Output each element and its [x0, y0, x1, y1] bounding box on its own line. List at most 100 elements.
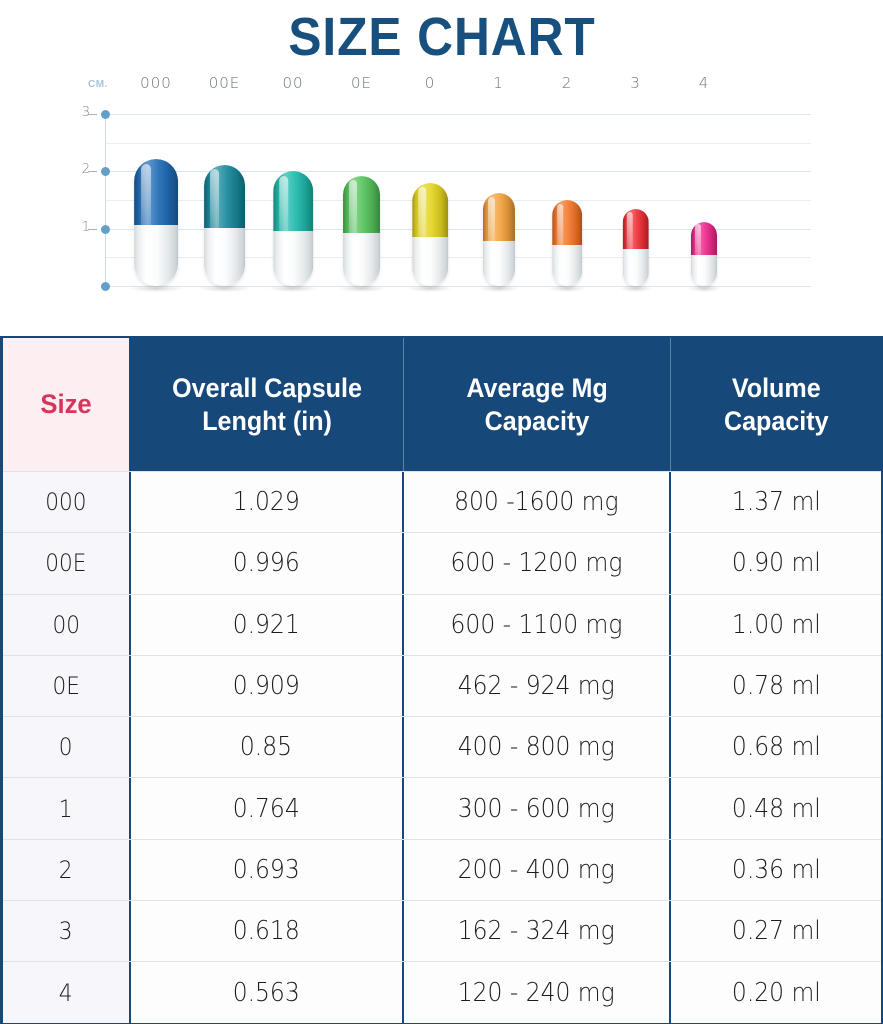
cell-volume-capacity-value: 1.37 ml: [731, 487, 821, 518]
gridline-2cm: [105, 171, 811, 173]
diagram-size-label-0E: 0E: [350, 74, 373, 92]
cell-mg-capacity-value: 600 - 1100 mg: [450, 609, 623, 640]
cell-length: 0.764: [130, 778, 404, 839]
cell-mg-capacity-value: 200 - 400 mg: [457, 854, 615, 885]
diagram-plot-area: 1 2 3: [0, 100, 883, 332]
cell-length-value: 0.996: [232, 548, 300, 579]
cell-size: 0: [3, 717, 131, 778]
axis-tick-label-1: 1: [81, 219, 90, 235]
axis-vertical-line: [105, 114, 106, 286]
axis-dot-0cm: [101, 282, 110, 291]
cell-mg-capacity: 200 - 400 mg: [403, 839, 672, 901]
column-header-volume-capacity: Volume Capacity: [671, 338, 881, 471]
cell-mg-capacity: 120 - 240 mg: [403, 962, 672, 1023]
capsule-cap-green: [342, 175, 381, 234]
cell-mg-capacity-value: 462 - 924 mg: [457, 671, 615, 702]
cell-length: 0.618: [130, 901, 404, 962]
cm-unit-label: CM.: [88, 79, 108, 90]
capsule-body-4: [691, 255, 717, 286]
cell-volume-capacity: 0.36 ml: [671, 839, 881, 901]
cell-volume-capacity-value: 0.90 ml: [731, 548, 821, 579]
cell-length-value: 1.029: [232, 487, 300, 518]
diagram-size-label-row: CM. 000 00E 00 0E 0 1 2 3 4: [0, 74, 883, 100]
cell-length-value: 0.909: [232, 671, 300, 702]
diagram-size-label-0: 0: [424, 74, 436, 92]
axis-tick-dash-2: [88, 171, 97, 173]
axis-dot-3cm: [101, 110, 110, 120]
cell-length-value: 0.563: [232, 977, 300, 1008]
axis-dot-2cm: [101, 167, 110, 177]
capsule-cap-red: [622, 209, 649, 250]
diagram-size-label-2: 2: [561, 74, 573, 92]
column-header-volume-capacity-label: Volume Capacity: [723, 372, 829, 436]
capsule-00E: [203, 164, 246, 286]
capsule-0: [412, 182, 448, 286]
cell-mg-capacity-value: 300 - 600 mg: [457, 793, 615, 824]
cell-mg-capacity-value: 600 - 1200 mg: [450, 548, 623, 579]
capsule-00: [273, 171, 313, 286]
table-row: 0 0.85 400 - 800 mg 0.68 ml: [3, 716, 881, 778]
cell-mg-capacity-value: 162 - 324 mg: [457, 916, 615, 947]
cell-volume-capacity: 0.68 ml: [671, 717, 881, 778]
diagram-size-label-00E: 00E: [208, 74, 241, 92]
diagram-size-label-3: 3: [630, 74, 641, 92]
capsule-body-00: [273, 231, 313, 286]
capsule-body-3: [622, 249, 649, 286]
column-header-size-label: Size: [40, 389, 92, 419]
capsule-body-00E: [203, 227, 246, 286]
capsule-shadow-0: [407, 285, 453, 292]
capsule-shadow-000: [128, 285, 184, 292]
cell-volume-capacity-value: 0.20 ml: [731, 977, 821, 1008]
table-row: 0E 0.909 462 - 924 mg 0.78 ml: [3, 654, 881, 717]
diagram-size-label-000: 000: [140, 74, 172, 92]
cell-mg-capacity: 300 - 600 mg: [403, 778, 672, 839]
cell-mg-capacity-value: 800 -1600 mg: [454, 487, 619, 518]
cell-mg-capacity: 800 -1600 mg: [403, 472, 672, 533]
cell-size: 00: [3, 594, 131, 655]
capsule-body-2: [552, 244, 582, 286]
cell-mg-capacity-value: 120 - 240 mg: [457, 977, 615, 1008]
capsule-size-diagram: CM. 000 00E 00 0E 0 1 2 3 4 1 2 3: [0, 74, 883, 332]
cell-length: 0.693: [130, 839, 404, 901]
gridline-3cm: [105, 114, 811, 116]
cell-length: 0.563: [130, 962, 404, 1023]
cell-mg-capacity: 162 - 324 mg: [403, 901, 672, 962]
cell-size-value: 000: [45, 488, 87, 517]
cell-size-value: 0: [59, 733, 73, 762]
cell-length-value: 0.85: [240, 732, 293, 763]
cell-volume-capacity: 0.78 ml: [671, 655, 881, 717]
table-row: 4 0.563 120 - 240 mg 0.20 ml: [3, 961, 881, 1023]
cell-length: 0.996: [130, 533, 404, 594]
gridline-1cm: [105, 228, 811, 230]
cell-size-value: 2: [59, 855, 73, 884]
capsule-body-1: [482, 241, 515, 286]
cell-mg-capacity: 400 - 800 mg: [403, 717, 672, 778]
capsule-body-0E: [342, 233, 381, 286]
capsule-cap-yellow: [412, 182, 448, 237]
gridline-2.5cm: [105, 142, 811, 144]
cell-volume-capacity: 0.20 ml: [671, 962, 881, 1023]
capsule-000: [134, 158, 178, 286]
capsule-cap-orange: [482, 193, 515, 242]
axis-dot-1cm: [101, 224, 110, 234]
diagram-size-label-1: 1: [493, 74, 504, 92]
cell-length: 0.921: [130, 594, 404, 655]
cell-mg-capacity: 600 - 1200 mg: [403, 533, 672, 594]
cell-volume-capacity: 0.48 ml: [671, 778, 881, 839]
capsule-1: [482, 193, 515, 286]
cell-volume-capacity: 0.27 ml: [671, 901, 881, 962]
table-body: 000 1.029 800 -1600 mg 1.37 ml 00E 0.996 600 -…: [3, 471, 881, 1023]
cell-size-value: 00: [52, 610, 80, 639]
capsule-shadow-4: [687, 285, 721, 292]
cell-length-value: 0.921: [232, 609, 300, 640]
column-header-length-label: Overall Capsule Lenght (in): [171, 372, 362, 436]
cell-length-value: 0.618: [232, 916, 300, 947]
table-row: 2 0.693 200 - 400 mg 0.36 ml: [3, 838, 881, 901]
capsule-3: [622, 209, 649, 286]
page-title: SIZE CHART: [287, 7, 596, 67]
capsule-cap-blue: [134, 158, 178, 225]
cell-length: 1.029: [130, 472, 404, 533]
capsule-cap-pink: [691, 221, 717, 256]
axis-tick-label-3: 3: [81, 105, 90, 121]
table-row: 00 0.921 600 - 1100 mg 1.00 ml: [3, 593, 881, 655]
